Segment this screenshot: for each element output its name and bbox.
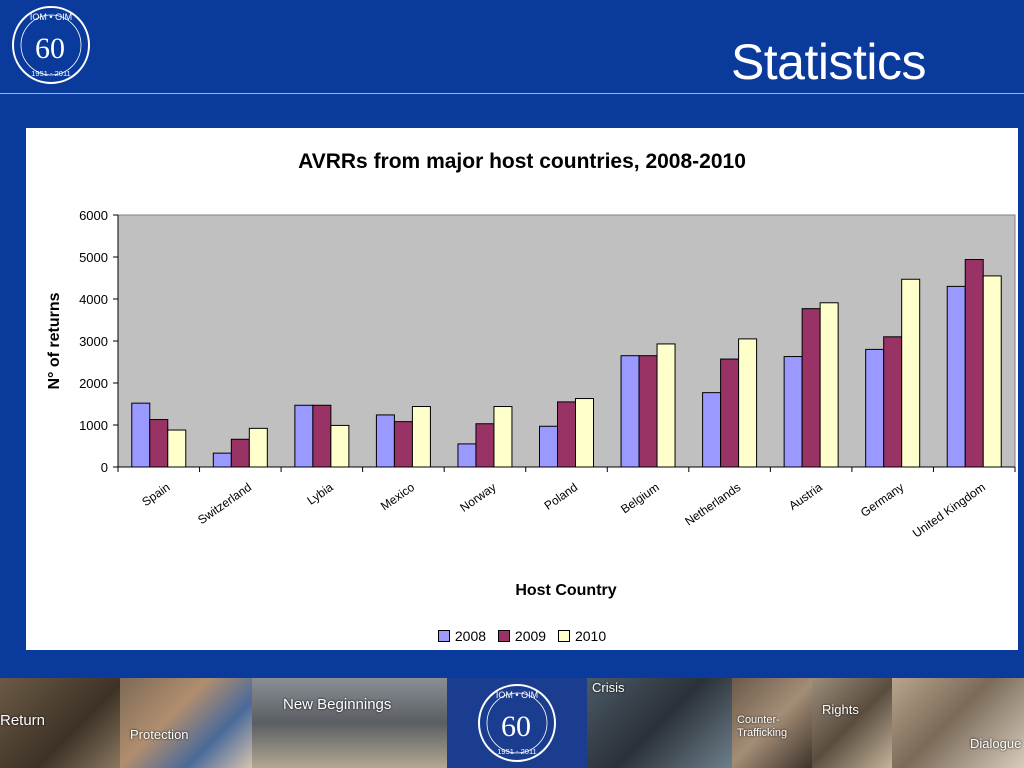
- x-tick-label: Netherlands: [682, 480, 743, 529]
- y-tick-label: 3000: [79, 334, 108, 349]
- bar-austria-2010: [819, 302, 839, 468]
- strip-label-protection: Protection: [130, 727, 189, 742]
- bar-lybia-2009: [312, 404, 332, 468]
- bar-austria-2008: [783, 356, 803, 468]
- iom-60-logo: IOM • OIM 60 1951 - 2011: [12, 6, 90, 84]
- legend-swatch-2008: [437, 630, 450, 642]
- bar-poland-2010: [575, 398, 594, 468]
- photo-rights: [812, 678, 892, 768]
- bar-switzerland-2010: [248, 427, 268, 468]
- bar-mexico-2009: [393, 421, 413, 468]
- y-axis-label: N° of returns: [46, 292, 63, 389]
- bar-switzerland-2009: [230, 438, 250, 468]
- bar-spain-2010: [167, 429, 187, 468]
- chart-legend: 2008 2009 2010: [26, 628, 1018, 645]
- bar-united-kingdom-2010: [982, 275, 1002, 468]
- bar-netherlands-2010: [738, 338, 758, 468]
- x-tick-label: United Kingdom: [910, 480, 988, 540]
- x-tick-label: Poland: [542, 480, 581, 513]
- x-tick-label: Mexico: [378, 480, 417, 513]
- bar-belgium-2010: [656, 343, 676, 468]
- strip-label-crisis: Crisis: [592, 680, 625, 695]
- x-tick-label: Norway: [457, 480, 498, 515]
- bar-spain-2009: [149, 419, 169, 468]
- bar-spain-2008: [131, 402, 151, 468]
- strip-logo-number: 60: [501, 710, 531, 743]
- strip-logo-years: 1951 - 2011: [497, 747, 536, 756]
- logo-years: 1951 - 2011: [31, 69, 70, 78]
- strip-logo-box: IOM • OIM 60 1951 - 2011: [447, 678, 587, 768]
- logo-top-text: IOM • OIM: [30, 12, 72, 22]
- page-title: Statistics: [730, 34, 927, 90]
- bar-mexico-2008: [375, 414, 395, 468]
- strip-label-dialogue: Dialogue: [970, 736, 1022, 751]
- legend-swatch-2009: [497, 630, 510, 642]
- photo-dialogue: [892, 678, 1024, 768]
- strip-iom-60-logo: IOM • OIM 60 1951 - 2011: [478, 684, 556, 762]
- legend-swatch-2010: [557, 630, 570, 642]
- x-tick-label: Germany: [858, 480, 906, 520]
- legend-item-2010: 2010: [557, 628, 607, 644]
- chart-title: AVRRs from major host countries, 2008-20…: [298, 150, 746, 173]
- header-bar: IOM • OIM 60 1951 - 2011 Statistics: [0, 0, 1024, 93]
- legend-item-2009: 2009: [497, 628, 547, 644]
- legend-item-2008: 2008: [437, 628, 487, 644]
- header-divider: [0, 93, 1024, 94]
- y-tick-label: 0: [101, 460, 108, 475]
- bar-netherlands-2008: [702, 392, 722, 468]
- bar-poland-2008: [539, 425, 558, 468]
- photo-return: [0, 678, 120, 768]
- bar-norway-2009: [475, 423, 495, 468]
- bar-belgium-2009: [638, 355, 658, 468]
- bar-chart: AVRRs from major host countries, 2008-20…: [46, 150, 1016, 599]
- strip-logo-top-text: IOM • OIM: [496, 690, 538, 700]
- legend-label-2010: 2010: [574, 628, 607, 644]
- bar-norway-2008: [457, 443, 477, 468]
- bar-germany-2009: [883, 336, 903, 468]
- bar-belgium-2008: [620, 355, 640, 468]
- bar-poland-2009: [557, 401, 576, 468]
- bar-mexico-2010: [411, 406, 431, 468]
- bar-switzerland-2008: [212, 452, 232, 468]
- bar-austria-2009: [801, 308, 821, 468]
- y-tick-label: 2000: [79, 376, 108, 391]
- bar-germany-2008: [865, 348, 885, 468]
- x-tick-label: Belgium: [618, 480, 662, 516]
- x-tick-label: Switzerland: [195, 480, 254, 527]
- strip-label-counter-trafficking: Counter-Trafficking: [737, 714, 788, 739]
- logo-number: 60: [35, 32, 65, 65]
- strip-label-return: Return: [0, 712, 46, 729]
- photo-strip: IOM • OIM 60 1951 - 2011 Return Protecti…: [0, 678, 1024, 768]
- strip-label-rights: Rights: [822, 702, 859, 717]
- x-tick-label: Spain: [139, 480, 172, 509]
- chart-panel: AVRRs from major host countries, 2008-20…: [26, 128, 1018, 650]
- x-tick-label: Austria: [786, 480, 825, 513]
- y-tick-label: 5000: [79, 250, 108, 265]
- bar-united-kingdom-2008: [946, 285, 966, 468]
- legend-label-2009: 2009: [514, 628, 547, 644]
- y-tick-label: 1000: [79, 418, 108, 433]
- photo-protection: [120, 678, 252, 768]
- bar-norway-2010: [493, 406, 513, 468]
- bar-united-kingdom-2009: [964, 259, 984, 468]
- photo-new-beginnings: [252, 678, 447, 768]
- photo-crisis: [587, 678, 732, 768]
- legend-label-2008: 2008: [454, 628, 487, 644]
- y-tick-label: 4000: [79, 292, 108, 307]
- bar-lybia-2010: [330, 424, 350, 468]
- photo-counter-trafficking: [732, 678, 812, 768]
- bar-lybia-2008: [294, 404, 314, 468]
- strip-label-new-beginnings: New Beginnings: [283, 696, 392, 713]
- x-axis-label: Host Country: [515, 582, 616, 599]
- x-tick-label: Lybia: [304, 480, 335, 508]
- bar-germany-2010: [901, 278, 921, 468]
- y-tick-label: 6000: [79, 208, 108, 223]
- bar-netherlands-2009: [720, 358, 740, 468]
